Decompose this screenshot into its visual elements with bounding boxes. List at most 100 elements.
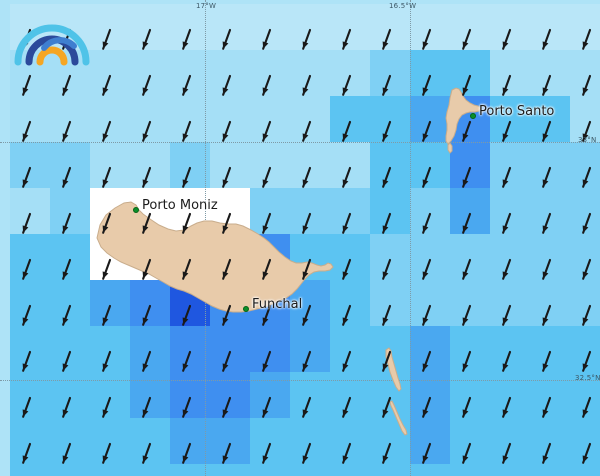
wind-arrow-head bbox=[382, 455, 389, 463]
wind-speed-cell bbox=[450, 188, 490, 234]
wind-arrow-head bbox=[462, 271, 469, 279]
wind-direction-arrow bbox=[142, 258, 152, 280]
wind-direction-arrow bbox=[142, 28, 152, 50]
wind-direction-arrow bbox=[382, 120, 392, 142]
wind-arrow-head bbox=[302, 271, 309, 279]
wind-direction-arrow bbox=[102, 28, 112, 50]
wind-arrow-head bbox=[342, 87, 349, 95]
place-dot-icon bbox=[133, 207, 139, 213]
wind-direction-arrow bbox=[422, 258, 432, 280]
island-porto-santo bbox=[445, 87, 482, 154]
wind-arrow-head bbox=[222, 409, 229, 417]
wind-direction-arrow bbox=[62, 120, 72, 142]
wind-arrow-head bbox=[542, 455, 549, 463]
wind-direction-arrow bbox=[222, 28, 232, 50]
wind-direction-arrow bbox=[62, 166, 72, 188]
wind-speed-cell bbox=[290, 326, 330, 372]
wind-arrow-head bbox=[462, 225, 469, 233]
wind-arrow-head bbox=[542, 87, 549, 95]
wind-arrow-head bbox=[422, 363, 429, 371]
wind-direction-arrow bbox=[382, 166, 392, 188]
island-bugio bbox=[389, 400, 408, 436]
wind-arrow-head bbox=[462, 41, 469, 49]
wind-direction-arrow bbox=[142, 304, 152, 326]
wind-arrow-head bbox=[222, 317, 229, 325]
graticule-label: 17°W bbox=[196, 2, 217, 10]
wind-direction-arrow bbox=[342, 350, 352, 372]
graticule-label: 33°N bbox=[578, 136, 597, 144]
wind-direction-arrow bbox=[182, 258, 192, 280]
wind-direction-arrow bbox=[262, 120, 272, 142]
wind-arrow-head bbox=[182, 363, 189, 371]
wind-direction-arrow bbox=[62, 442, 72, 464]
wind-direction-arrow bbox=[502, 120, 512, 142]
wind-direction-arrow bbox=[582, 258, 592, 280]
wind-arrow-head bbox=[342, 133, 349, 141]
wind-arrow-head bbox=[422, 271, 429, 279]
wind-arrow-head bbox=[382, 271, 389, 279]
wind-direction-arrow bbox=[302, 120, 312, 142]
wind-arrow-head bbox=[262, 271, 269, 279]
wind-arrow-head bbox=[102, 133, 109, 141]
wind-direction-arrow bbox=[22, 212, 32, 234]
wind-direction-arrow bbox=[582, 396, 592, 418]
wind-speed-cell bbox=[130, 280, 170, 326]
wind-arrow-head bbox=[22, 363, 29, 371]
wind-direction-arrow bbox=[302, 396, 312, 418]
wind-arrow-head bbox=[22, 133, 29, 141]
wind-arrow-head bbox=[182, 87, 189, 95]
wind-arrow-head bbox=[182, 41, 189, 49]
wind-arrow-head bbox=[22, 455, 29, 463]
wind-direction-arrow bbox=[382, 74, 392, 96]
wind-arrow-head bbox=[142, 409, 149, 417]
wind-direction-arrow bbox=[542, 28, 552, 50]
wind-arrow-head bbox=[262, 133, 269, 141]
wind-direction-arrow bbox=[142, 442, 152, 464]
wind-direction-arrow bbox=[582, 212, 592, 234]
wind-speed-cell bbox=[410, 418, 450, 464]
wind-direction-arrow bbox=[422, 442, 432, 464]
wind-arrow-head bbox=[182, 225, 189, 233]
place-label: Porto Santo bbox=[479, 104, 555, 119]
wind-direction-arrow bbox=[62, 396, 72, 418]
wind-direction-arrow bbox=[382, 212, 392, 234]
wind-arrow-head bbox=[102, 41, 109, 49]
wind-direction-arrow bbox=[382, 258, 392, 280]
wind-arrow-head bbox=[342, 225, 349, 233]
wind-arrow-head bbox=[222, 271, 229, 279]
wind-arrow-head bbox=[142, 87, 149, 95]
wind-direction-arrow bbox=[62, 258, 72, 280]
wind-arrow-head bbox=[462, 363, 469, 371]
wind-arrow-head bbox=[262, 317, 269, 325]
logo-arc-inner bbox=[36, 46, 68, 66]
wind-direction-arrow bbox=[342, 258, 352, 280]
wind-direction-arrow bbox=[182, 74, 192, 96]
wind-speed-cell bbox=[130, 372, 170, 418]
wind-arrow-head bbox=[502, 225, 509, 233]
wind-arrow-head bbox=[462, 455, 469, 463]
wind-arrow-head bbox=[542, 41, 549, 49]
wind-direction-arrow bbox=[182, 350, 192, 372]
wind-direction-arrow bbox=[422, 396, 432, 418]
wind-arrow-head bbox=[502, 179, 509, 187]
wind-arrow-head bbox=[342, 179, 349, 187]
wind-arrow-head bbox=[302, 317, 309, 325]
app-logo[interactable] bbox=[14, 18, 90, 66]
wind-arrow-head bbox=[582, 133, 589, 141]
wind-arrow-head bbox=[62, 363, 69, 371]
wind-direction-arrow bbox=[502, 28, 512, 50]
wind-arrow-head bbox=[182, 133, 189, 141]
wind-direction-arrow bbox=[542, 120, 552, 142]
wind-direction-arrow bbox=[462, 28, 472, 50]
wind-arrow-head bbox=[222, 455, 229, 463]
wind-direction-arrow bbox=[382, 28, 392, 50]
wind-arrow-head bbox=[502, 271, 509, 279]
wind-speed-cell bbox=[370, 50, 410, 96]
wind-arrow-head bbox=[102, 87, 109, 95]
wind-arrow-head bbox=[62, 455, 69, 463]
graticule-label: 32.5°N bbox=[575, 374, 600, 382]
wind-direction-arrow bbox=[342, 166, 352, 188]
wind-direction-arrow bbox=[422, 212, 432, 234]
wind-arrow-head bbox=[102, 225, 109, 233]
